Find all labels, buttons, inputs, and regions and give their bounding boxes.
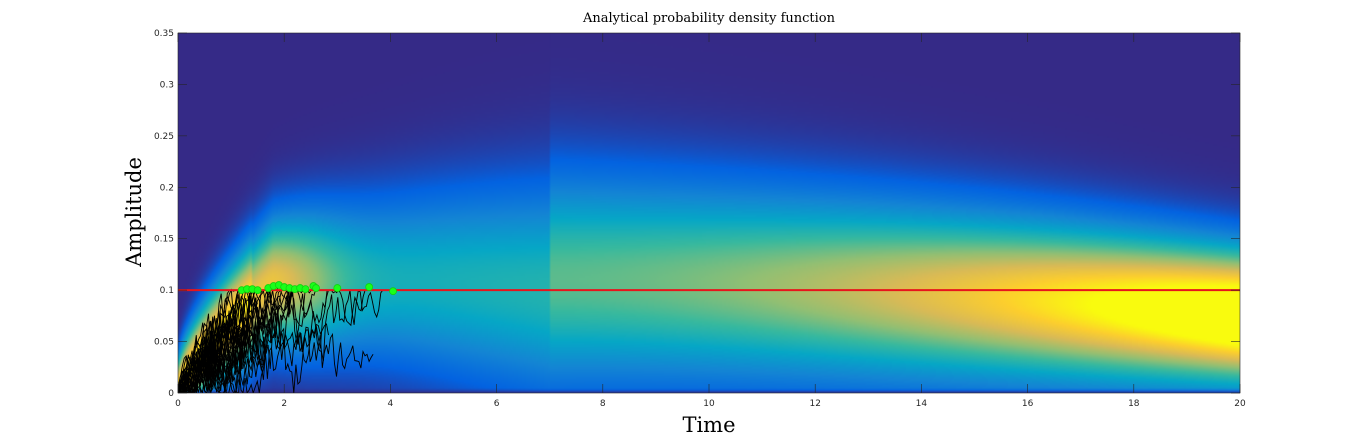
trajectories [178, 284, 394, 393]
x-tick-label: 4 [388, 399, 394, 409]
first-passage-marker [365, 283, 374, 291]
first-passage-marker [312, 284, 320, 292]
y-tick-label: 0.25 [154, 132, 174, 142]
y-tick-label: 0.35 [154, 29, 174, 39]
x-tick-label: 0 [175, 399, 181, 409]
trajectory-line [178, 328, 260, 393]
y-tick-label: 0.15 [154, 235, 174, 245]
x-tick-label: 10 [703, 399, 715, 409]
x-tick-label: 20 [1234, 399, 1246, 409]
y-tick-label: 0.05 [154, 338, 174, 348]
first-passage-marker [333, 284, 342, 292]
y-tick-label: 0.3 [160, 80, 174, 90]
y-tick-label: 0 [168, 389, 174, 399]
x-tick-label: 2 [281, 399, 287, 409]
y-tick-label: 0.1 [160, 286, 174, 296]
x-axis-label: Time [682, 413, 735, 437]
density-heatmap [178, 33, 1240, 393]
x-tick-label: 14 [916, 399, 928, 409]
y-tick-label: 0.2 [160, 183, 174, 193]
axes: 0 2 4 6 8 10 12 14 16 18 20 0 0.05 0.1 0.15 0.2 0.25 0.3 0… [154, 29, 1246, 409]
first-passage-marker [253, 286, 262, 295]
first-passage-markers [237, 281, 397, 296]
trajectory-line [178, 326, 374, 393]
x-tick-label: 8 [600, 399, 606, 409]
x-tick-label: 16 [1022, 399, 1034, 409]
first-passage-marker [301, 285, 310, 294]
first-passage-marker [389, 287, 397, 296]
y-axis-label: Amplitude [122, 157, 146, 268]
x-tick-label: 12 [809, 399, 820, 409]
x-tick-label: 6 [494, 399, 500, 409]
x-tick-label: 18 [1128, 399, 1140, 409]
plot-area [178, 33, 1240, 393]
trajectory-line [178, 313, 250, 393]
chart-title: Analytical probability density function [582, 11, 836, 26]
